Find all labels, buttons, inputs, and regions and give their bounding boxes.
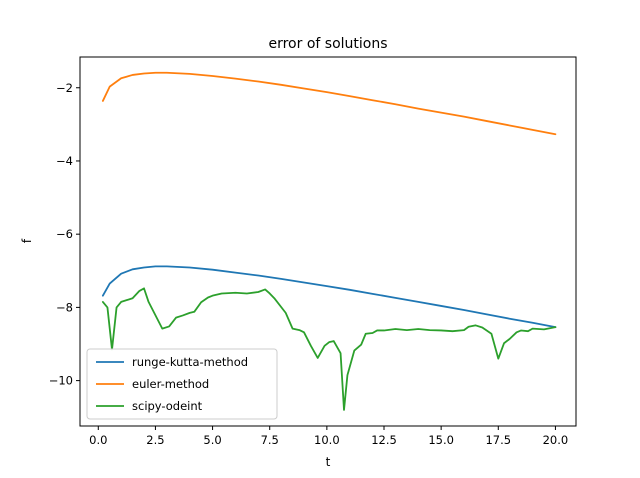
x-axis: 0.0 2.5 5.0 7.5 10.0 12.5 15.0 17.5 20.0 [89, 426, 568, 447]
x-tick-label: 0.0 [89, 433, 107, 447]
y-tick-label: −8 [56, 300, 73, 314]
x-tick-label: 5.0 [203, 433, 221, 447]
x-tick-label: 2.5 [146, 433, 164, 447]
y-tick-label: −2 [56, 81, 73, 95]
y-tick-label: −10 [49, 374, 73, 388]
x-axis-label: t [326, 455, 331, 469]
x-tick-label: 10.0 [314, 433, 340, 447]
legend-box [86, 348, 278, 420]
series-line-2 [101, 287, 557, 411]
legend-entry-1: euler-method [132, 377, 209, 391]
y-axis-label: f [20, 238, 34, 243]
legend: runge-kutta-method euler-method scipy-odei… [86, 348, 278, 420]
series-layer [101, 71, 557, 411]
x-tick-label: 17.5 [485, 433, 511, 447]
series-line-0 [101, 265, 557, 329]
x-tick-label: 7.5 [261, 433, 279, 447]
x-tick-label: 20.0 [543, 433, 569, 447]
legend-entry-2: scipy-odeint [132, 399, 203, 413]
legend-entry-0: runge-kutta-method [132, 355, 248, 369]
plot-area-frame [79, 56, 577, 427]
chart-title: error of solutions [268, 36, 387, 52]
x-tick-label: 12.5 [371, 433, 397, 447]
y-tick-label: −6 [56, 227, 73, 241]
y-axis: −10 −8 −6 −4 −2 [49, 81, 80, 388]
y-tick-label: −4 [56, 154, 73, 168]
series-line-1 [101, 71, 557, 136]
x-tick-label: 15.0 [428, 433, 454, 447]
